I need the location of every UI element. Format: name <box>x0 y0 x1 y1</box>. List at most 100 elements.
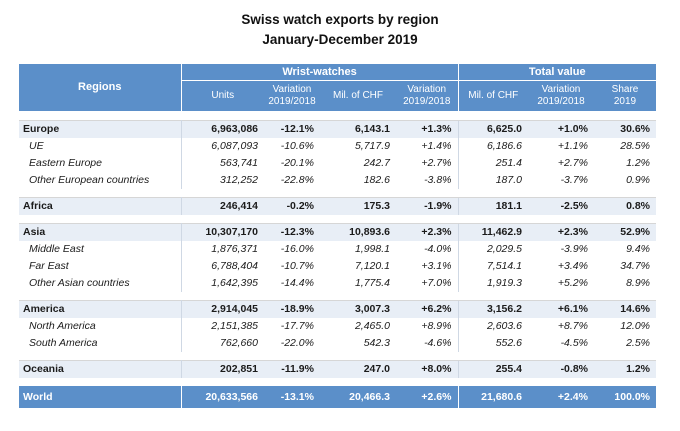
total-variation: +5.2% <box>557 277 588 289</box>
header-variation-total: Variation 2019/2018 <box>528 80 594 111</box>
region-label: Europe <box>19 119 182 138</box>
header-total-mil-chf: Mil. of CHF <box>457 80 528 111</box>
chf-value: 1,775.4 <box>354 277 390 289</box>
total-variation: +2.7% <box>557 157 588 169</box>
share-value: 1.2% <box>626 157 651 169</box>
table-titles: Swiss watch exports by region January-De… <box>0 10 680 50</box>
chf-value: 7,120.1 <box>354 260 390 272</box>
region-label: Other European countries <box>19 171 182 189</box>
total-variation: -0.8% <box>528 359 594 378</box>
chf-variation: -1.9% <box>396 196 458 215</box>
header-variation-chf-label: Variation <box>407 84 447 95</box>
header-variation-total-period: 2019/2018 <box>537 96 585 107</box>
total-value: 6,625.0 <box>457 119 528 138</box>
units-value: 6,087,093 <box>211 140 258 152</box>
exports-table: Regions Wrist-watches Total value Units … <box>19 64 657 408</box>
total-variation: +2.4% <box>528 385 594 408</box>
region-label: Middle East <box>19 240 182 258</box>
share-value: 30.6% <box>594 119 657 138</box>
table-body: Europe 6,963,086 -12.1% 6,143.1 +1.3% 6,… <box>19 111 657 408</box>
units-variation: -18.9% <box>264 299 320 318</box>
units-variation: -17.7% <box>280 320 314 332</box>
units-variation: -16.0% <box>280 243 314 255</box>
region-label: World <box>19 385 182 408</box>
header-variation-units: Variation 2019/2018 <box>264 80 320 111</box>
header-mil-chf: Mil. of CHF <box>320 80 396 111</box>
table-row-europe: Europe 6,963,086 -12.1% 6,143.1 +1.3% 6,… <box>19 119 657 138</box>
chf-variation: -4.6% <box>424 337 452 349</box>
units-variation: -12.3% <box>264 222 320 241</box>
units-value: 6,963,086 <box>181 119 264 138</box>
table-row-far-east: Far East 6,788,404 -10.7% 7,120.1 +3.1% … <box>19 257 656 275</box>
total-variation: -3.7% <box>560 174 588 186</box>
chf-value: 20,466.3 <box>320 385 396 408</box>
table-row-america: America 2,914,045 -18.9% 3,007.3 +6.2% 3… <box>19 299 657 318</box>
chf-variation: +1.3% <box>396 119 458 138</box>
total-variation: -4.5% <box>560 337 588 349</box>
total-variation: -2.5% <box>528 196 594 215</box>
units-value: 1,876,371 <box>211 243 258 255</box>
header-group-wrist-watches: Wrist-watches <box>181 64 458 81</box>
share-value: 9.4% <box>626 243 651 255</box>
chf-variation: -3.8% <box>424 174 452 186</box>
share-value: 14.6% <box>594 299 657 318</box>
chf-value: 2,465.0 <box>354 320 390 332</box>
region-label: Asia <box>19 222 182 241</box>
total-value: 3,156.2 <box>457 299 528 318</box>
chf-value: 3,007.3 <box>320 299 396 318</box>
region-label: Eastern Europe <box>19 154 182 172</box>
units-value: 2,151,385 <box>211 320 258 332</box>
total-value: 187.0 <box>457 171 528 189</box>
units-value: 6,788,404 <box>211 260 258 272</box>
share-value: 0.9% <box>626 174 651 186</box>
table-row-north-america: North America 2,151,385 -17.7% 2,465.0 +… <box>19 317 656 335</box>
share-value: 8.9% <box>626 277 651 289</box>
chf-variation: +8.0% <box>396 359 458 378</box>
total-value: 251.4 <box>457 154 528 172</box>
chf-value: 247.0 <box>320 359 396 378</box>
total-value: 181.1 <box>457 196 528 215</box>
total-variation: +1.0% <box>528 119 594 138</box>
chf-value: 542.3 <box>363 337 390 349</box>
total-value: 6,186.6 <box>457 137 528 155</box>
units-variation: -22.8% <box>280 174 314 186</box>
region-label: Oceania <box>19 359 182 378</box>
share-value: 1.2% <box>594 359 657 378</box>
header-regions: Regions <box>19 64 182 112</box>
total-value: 552.6 <box>457 334 528 352</box>
header-variation-total-label: Variation <box>541 84 581 95</box>
units-value: 2,914,045 <box>181 299 264 318</box>
table-row-asia: Asia 10,307,170 -12.3% 10,893.6 +2.3% 11… <box>19 222 657 241</box>
total-variation: +2.3% <box>528 222 594 241</box>
header-variation-units-period: 2019/2018 <box>268 96 316 107</box>
region-label: UE <box>19 137 182 155</box>
chf-value: 6,143.1 <box>320 119 396 138</box>
region-label: America <box>19 299 182 318</box>
table-row-middle-east: Middle East 1,876,371 -16.0% 1,998.1 -4.… <box>19 240 656 258</box>
region-label: Far East <box>19 257 182 275</box>
units-value: 312,252 <box>220 174 258 186</box>
total-value: 21,680.6 <box>457 385 528 408</box>
units-variation: -12.1% <box>264 119 320 138</box>
units-value: 762,660 <box>220 337 258 349</box>
header-group-total-value: Total value <box>457 64 657 81</box>
chf-value: 5,717.9 <box>354 140 390 152</box>
share-value: 34.7% <box>620 260 651 272</box>
region-label: North America <box>19 317 182 335</box>
total-variation: +8.7% <box>557 320 588 332</box>
share-value: 52.9% <box>594 222 657 241</box>
header-share: Share 2019 <box>594 80 657 111</box>
total-value: 1,919.3 <box>457 274 528 292</box>
chf-variation: +6.2% <box>396 299 458 318</box>
units-variation: -20.1% <box>280 157 314 169</box>
table-row-other-european: Other European countries 312,252 -22.8% … <box>19 171 656 189</box>
units-variation: -22.0% <box>280 337 314 349</box>
total-variation: +6.1% <box>528 299 594 318</box>
chf-value: 10,893.6 <box>320 222 396 241</box>
total-value: 2,029.5 <box>457 240 528 258</box>
share-value: 2.5% <box>626 337 651 349</box>
units-variation: -13.1% <box>264 385 320 408</box>
chf-value: 182.6 <box>363 174 390 186</box>
chf-variation: +8.9% <box>421 320 452 332</box>
units-value: 202,851 <box>181 359 264 378</box>
